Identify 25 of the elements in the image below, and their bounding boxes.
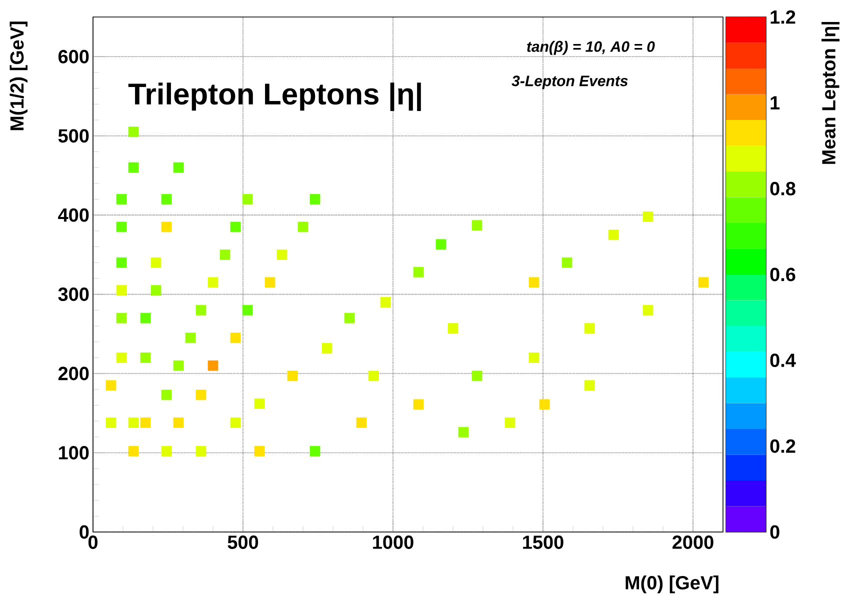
color-bar-label: 1 xyxy=(770,96,780,110)
y-tick-label: 500 xyxy=(58,129,89,143)
text: Trilepton Leptons |η| xyxy=(128,82,421,112)
y-tick-label: 100 xyxy=(58,446,89,460)
y-tick-label: 0 xyxy=(80,525,89,539)
x-tick-label: 1500 xyxy=(523,536,564,549)
x-tick-label: 500 xyxy=(228,536,258,549)
y-axis-title: M(1/2) [GeV] xyxy=(10,22,28,130)
y-tick-label: 300 xyxy=(58,288,89,302)
annotation: tan(β) = 10, A0 = 0 xyxy=(527,40,655,55)
x-axis-title: M(0) [GeV] xyxy=(626,576,718,594)
y-tick-label: 200 xyxy=(58,366,89,380)
color-bar-label: 0.8 xyxy=(770,182,796,196)
color-bar-label: 0.6 xyxy=(770,268,796,282)
color-bar-label: 0.4 xyxy=(770,354,796,368)
x-tick-label: 2000 xyxy=(672,536,714,549)
color-bar-label: 0 xyxy=(770,525,780,539)
annotation: 3-Lepton Events xyxy=(512,76,628,90)
color-bar-label: 1.2 xyxy=(770,10,796,24)
y-tick-label: 600 xyxy=(58,50,89,64)
color-bar-title: Mean Lepton |η| xyxy=(822,22,840,164)
color-bar-label: 0.2 xyxy=(770,439,796,453)
y-tick-label: 400 xyxy=(58,208,89,222)
x-tick-label: 1000 xyxy=(373,536,414,549)
x-tick-label: 0 xyxy=(88,536,98,549)
